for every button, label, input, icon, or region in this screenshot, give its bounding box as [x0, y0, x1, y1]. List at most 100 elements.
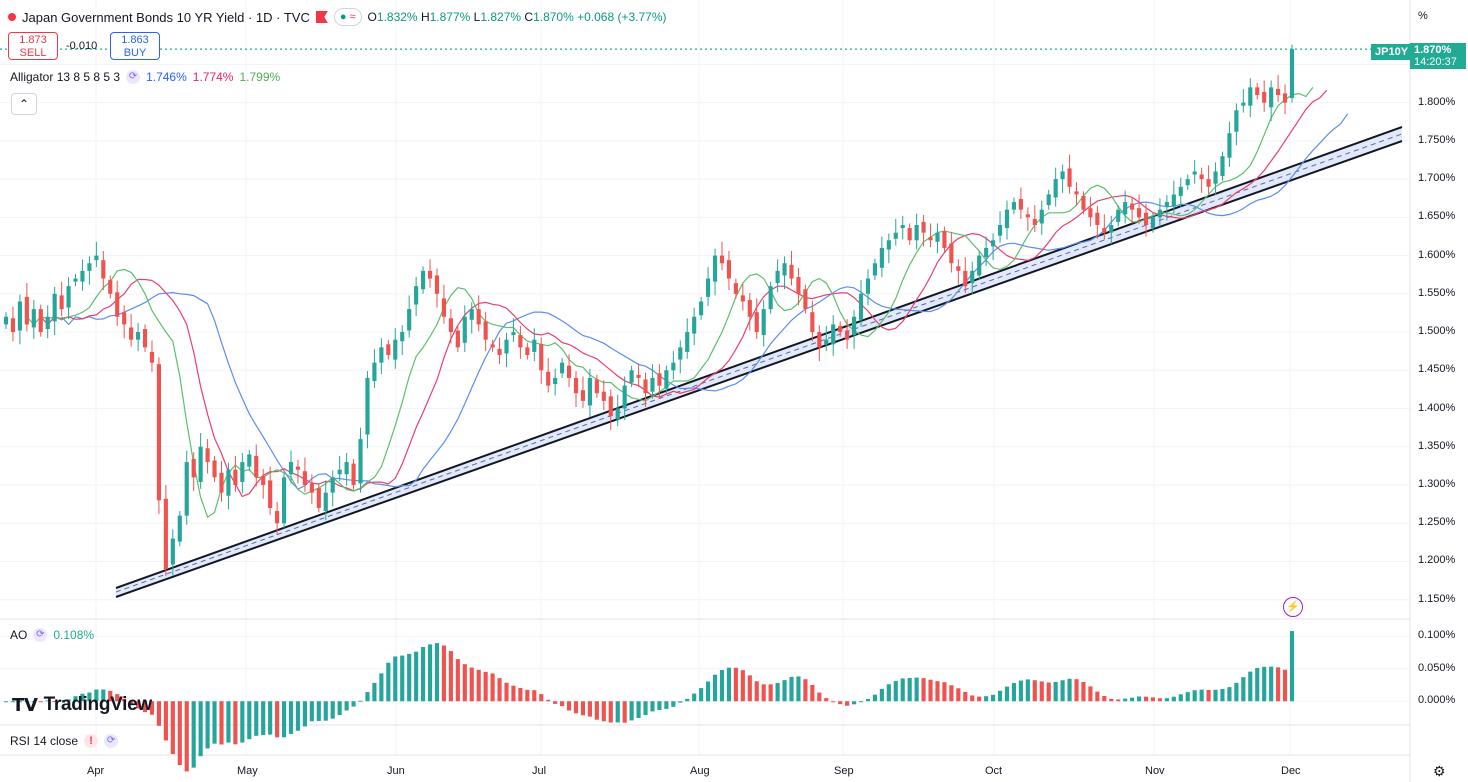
price-tick-label: 1.800% — [1418, 95, 1456, 108]
candle-body — [525, 347, 530, 355]
candle-body — [1136, 208, 1142, 218]
candle-body — [400, 332, 405, 342]
ao-bar — [94, 689, 99, 702]
ao-tick-label: 0.000% — [1418, 694, 1456, 707]
candle-body — [1171, 194, 1176, 207]
candle-body — [1067, 168, 1072, 187]
ao-bar — [184, 701, 189, 772]
chart-header: Japan Government Bonds 10 YR Yield · 1D … — [8, 8, 667, 26]
candle-body — [136, 332, 141, 340]
candle-body — [358, 439, 363, 484]
ao-bar — [782, 680, 787, 702]
gridlines — [0, 0, 1410, 755]
candle-body — [560, 362, 565, 374]
ao-bar — [1018, 680, 1023, 702]
candle-body — [261, 475, 266, 485]
flash-icon[interactable]: ⚡ — [1283, 597, 1303, 617]
ao-tick-label: 0.050% — [1418, 661, 1456, 674]
candle-body — [434, 275, 440, 294]
ao-bar — [1157, 698, 1162, 702]
ao-bar — [587, 701, 592, 717]
flag-icon[interactable] — [315, 11, 328, 23]
ao-bar — [219, 701, 224, 745]
candle-body — [316, 488, 321, 508]
candle-body — [1164, 202, 1169, 207]
alligator-legend[interactable]: Alligator 13 8 5 8 5 3 ⟳ 1.746% 1.774% 1… — [10, 70, 280, 84]
ao-bar — [212, 701, 217, 744]
candle-body — [254, 455, 259, 478]
ao-bar — [1025, 679, 1030, 702]
ao-bar — [553, 701, 558, 704]
price-tick-label: 1.300% — [1418, 478, 1456, 490]
candle-body — [803, 289, 808, 310]
candle-body — [789, 264, 794, 279]
symbol-title[interactable]: Japan Government Bonds 10 YR Yield · 1D … — [22, 9, 310, 25]
ao-legend[interactable]: AO ⟳ 0.108% — [10, 628, 94, 642]
indicator-pill[interactable]: ● ≈ — [333, 8, 362, 26]
ao-bar — [761, 684, 766, 702]
ao-bar — [949, 685, 954, 702]
candle-body — [608, 396, 613, 417]
candle-body — [858, 293, 864, 320]
candle-body — [1276, 88, 1281, 95]
candle-body — [184, 462, 189, 516]
ao-bar — [1282, 669, 1288, 702]
ao-bar — [650, 701, 655, 712]
candle-body — [101, 260, 106, 279]
error-icon[interactable]: ! — [84, 734, 99, 748]
ao-bar — [566, 701, 572, 711]
ao-bar — [115, 694, 120, 702]
candle-body — [1011, 202, 1017, 210]
candle-body — [865, 278, 871, 294]
candle-body — [845, 330, 850, 340]
rsi-legend[interactable]: RSI 14 close ! ⟳ — [10, 734, 119, 748]
ao-bar — [247, 701, 252, 740]
collapse-legend-button[interactable]: ⌃ — [11, 93, 37, 115]
ao-bar — [351, 701, 356, 707]
ao-bar — [288, 701, 294, 734]
ao-bar — [268, 701, 273, 735]
candle-body — [817, 332, 822, 348]
sell-button[interactable]: 1.873 SELL — [8, 32, 58, 60]
tradingview-logo-icon: 𝗧𝗩 — [12, 694, 38, 715]
candle-body — [1206, 179, 1211, 187]
ao-bar — [80, 693, 85, 702]
candle-body — [59, 295, 64, 310]
candle-body — [657, 373, 662, 386]
candle-body — [907, 228, 912, 241]
ao-bar — [594, 701, 599, 720]
ao-bar — [907, 677, 912, 702]
ao-bar — [122, 698, 127, 702]
settings-gear-icon[interactable]: ⚙ — [1433, 763, 1446, 779]
ao-bar — [302, 701, 307, 727]
ao-bar — [1109, 698, 1114, 702]
ohlc-values: O1.832% H1.877% L1.827% C1.870% +0.068 (… — [367, 10, 667, 24]
ao-bar — [170, 701, 175, 755]
candle-body — [407, 309, 412, 331]
ao-bar — [316, 701, 321, 721]
ao-bar — [942, 682, 947, 702]
trend-channel[interactable] — [115, 126, 1403, 598]
candle-body — [1018, 199, 1023, 210]
ao-bar — [657, 701, 662, 711]
tradingview-logo[interactable]: 𝗧𝗩 TradingView — [12, 694, 152, 715]
ao-bar — [1206, 689, 1211, 702]
candle-body — [1060, 171, 1065, 180]
price-axis-unit[interactable]: % — [1418, 10, 1428, 22]
time-tick-label: Oct — [985, 765, 1003, 777]
candle-body — [678, 347, 683, 360]
ao-bar — [1213, 689, 1218, 702]
buy-button[interactable]: 1.863 BUY — [110, 32, 160, 60]
ao-bar — [858, 701, 864, 703]
candle-body — [1130, 203, 1135, 210]
ao-bar — [706, 681, 711, 702]
candle-body — [330, 477, 335, 493]
candle-body — [427, 270, 433, 279]
ao-tick-label: 0.100% — [1418, 629, 1456, 642]
ao-bar — [671, 701, 676, 707]
ao-bar — [73, 696, 78, 702]
candle-body — [914, 225, 919, 241]
ao-bar — [358, 700, 363, 702]
candle-body — [1157, 209, 1162, 218]
